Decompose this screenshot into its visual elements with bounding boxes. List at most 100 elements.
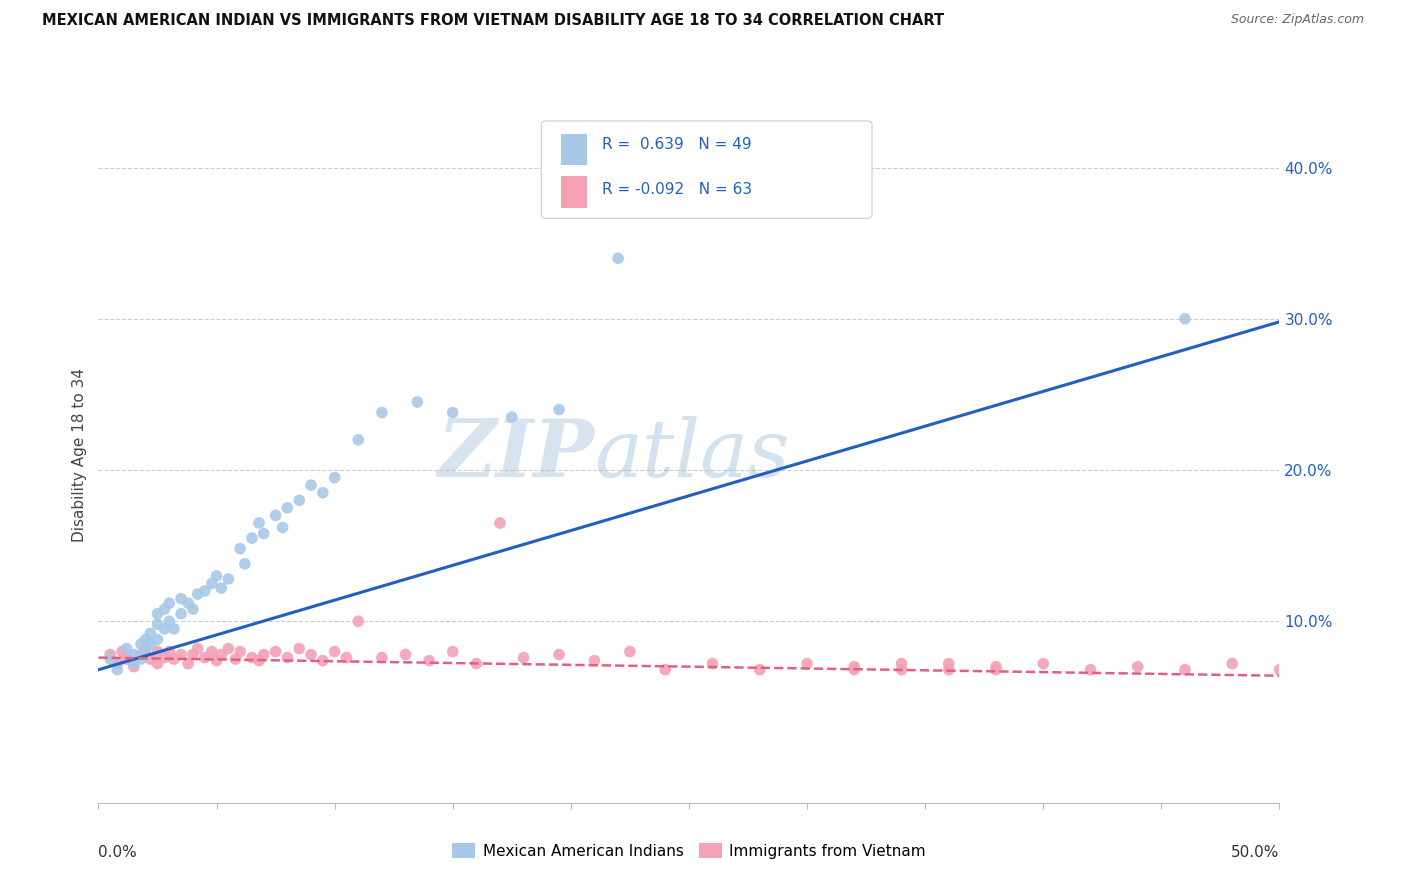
Point xyxy=(170,648,193,662)
Point xyxy=(654,663,676,677)
Point xyxy=(98,652,121,666)
Text: MEXICAN AMERICAN INDIAN VS IMMIGRANTS FROM VIETNAM DISABILITY AGE 18 TO 34 CORRE: MEXICAN AMERICAN INDIAN VS IMMIGRANTS FR… xyxy=(42,13,945,29)
Text: 0.0%: 0.0% xyxy=(98,845,138,860)
Point xyxy=(105,657,128,671)
Point xyxy=(163,652,186,666)
Point xyxy=(146,617,169,632)
Point xyxy=(619,644,641,658)
Point xyxy=(229,644,252,658)
Point xyxy=(201,576,224,591)
Point xyxy=(122,659,145,673)
Bar xyxy=(561,134,588,165)
Point xyxy=(271,520,294,534)
Point xyxy=(170,607,193,621)
Point xyxy=(938,663,960,677)
Text: R =  0.639   N = 49: R = 0.639 N = 49 xyxy=(602,136,751,152)
Point xyxy=(135,632,157,647)
Text: ZIP: ZIP xyxy=(437,417,595,493)
Point xyxy=(194,584,217,599)
Point xyxy=(240,531,263,545)
Point xyxy=(465,657,488,671)
Point xyxy=(347,433,370,447)
Point xyxy=(253,648,276,662)
Point xyxy=(253,526,276,541)
Point xyxy=(583,654,606,668)
Point xyxy=(111,644,134,658)
Point xyxy=(299,478,322,492)
Text: 50.0%: 50.0% xyxy=(1232,845,1279,860)
Point xyxy=(247,516,270,530)
Text: Source: ZipAtlas.com: Source: ZipAtlas.com xyxy=(1230,13,1364,27)
Point xyxy=(276,650,298,665)
Point xyxy=(312,654,335,668)
Point xyxy=(748,663,770,677)
Point xyxy=(371,406,394,420)
Point xyxy=(209,581,232,595)
Point xyxy=(129,648,152,662)
Y-axis label: Disability Age 18 to 34: Disability Age 18 to 34 xyxy=(72,368,87,542)
Point xyxy=(1126,659,1149,673)
Point xyxy=(146,644,169,658)
Point xyxy=(264,508,287,523)
Bar xyxy=(561,177,588,208)
Point xyxy=(1268,663,1291,677)
Point xyxy=(1174,663,1197,677)
Point xyxy=(157,615,180,629)
Point xyxy=(181,602,204,616)
Point xyxy=(844,663,866,677)
Point xyxy=(264,644,287,658)
Point xyxy=(548,648,571,662)
Point xyxy=(984,663,1007,677)
Point xyxy=(98,648,121,662)
Point xyxy=(115,641,138,656)
Point xyxy=(323,470,346,484)
Point xyxy=(548,402,571,417)
Point xyxy=(938,657,960,671)
Text: atlas: atlas xyxy=(595,417,790,493)
Point xyxy=(512,650,534,665)
Point xyxy=(394,648,416,662)
Point xyxy=(135,644,157,658)
Point xyxy=(209,648,232,662)
Point xyxy=(501,410,523,425)
Point xyxy=(276,500,298,515)
Point xyxy=(170,591,193,606)
Point xyxy=(135,641,157,656)
Point xyxy=(1080,663,1102,677)
Point xyxy=(240,650,263,665)
Point xyxy=(163,622,186,636)
Point xyxy=(139,626,162,640)
Point xyxy=(1220,657,1243,671)
Point xyxy=(1174,311,1197,326)
Point xyxy=(288,493,311,508)
Point xyxy=(288,641,311,656)
Point xyxy=(205,654,228,668)
Point xyxy=(157,644,180,658)
Legend: Mexican American Indians, Immigrants from Vietnam: Mexican American Indians, Immigrants fro… xyxy=(446,837,932,864)
Point xyxy=(153,622,176,636)
Point xyxy=(441,406,464,420)
Point xyxy=(702,657,724,671)
Point xyxy=(371,650,394,665)
Point xyxy=(146,632,169,647)
Point xyxy=(984,659,1007,673)
Point xyxy=(153,602,176,616)
Point xyxy=(229,541,252,556)
Point xyxy=(129,652,152,666)
Point xyxy=(129,637,152,651)
Point xyxy=(890,657,912,671)
Point xyxy=(153,650,176,665)
Point xyxy=(217,572,239,586)
Point xyxy=(796,657,818,671)
Point xyxy=(201,644,224,658)
Point xyxy=(187,587,209,601)
Point xyxy=(607,252,630,266)
Point xyxy=(247,654,270,668)
Point xyxy=(312,485,335,500)
FancyBboxPatch shape xyxy=(541,121,872,219)
Point xyxy=(890,663,912,677)
Point xyxy=(844,659,866,673)
Point xyxy=(177,596,200,610)
Point xyxy=(224,652,246,666)
Point xyxy=(146,657,169,671)
